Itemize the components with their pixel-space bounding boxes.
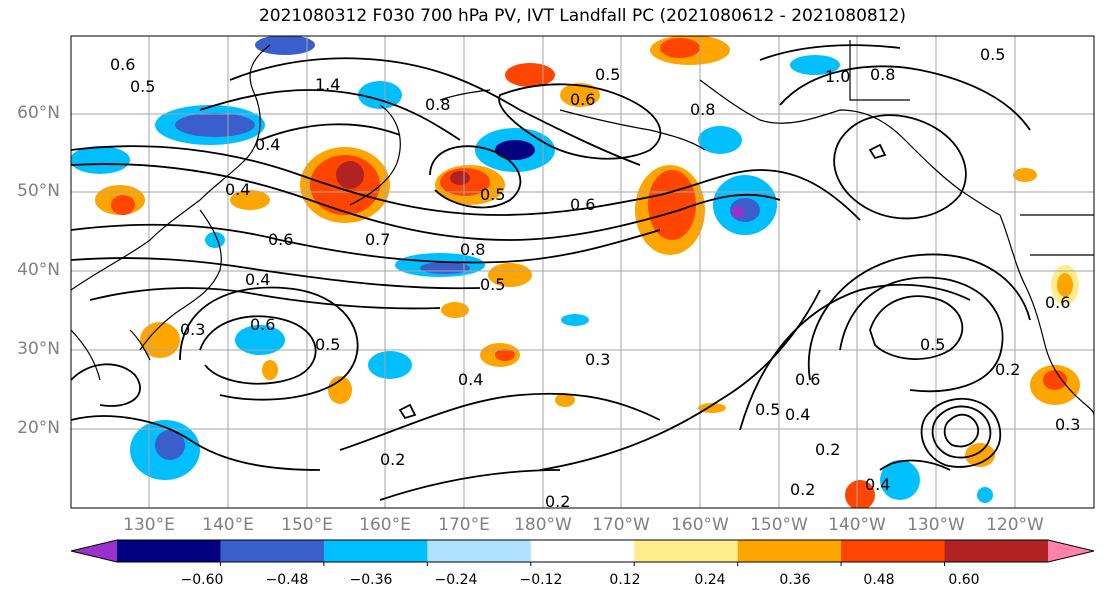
contour-label: 1.4	[315, 75, 340, 94]
lon-label: 180°W	[514, 515, 572, 535]
contour-label: 0.6	[795, 370, 820, 389]
contour-label: 0.4	[785, 405, 810, 424]
colorbar-tick-label: −0.24	[434, 572, 478, 588]
contour-label: 0.8	[690, 100, 715, 119]
lat-label: 20°N	[17, 418, 60, 438]
colorbar-swatch	[427, 540, 532, 562]
contour-label: 0.5	[595, 65, 620, 84]
colorbar-swatch	[530, 540, 635, 562]
colorbar	[70, 539, 1095, 566]
contour-label: 0.5	[920, 335, 945, 354]
colorbar-tick-label: −0.12	[519, 572, 563, 588]
contour-label: 1.0	[825, 67, 850, 86]
contour-label: 0.5	[480, 275, 505, 294]
lat-label: 50°N	[17, 181, 60, 201]
lat-label: 30°N	[17, 339, 60, 359]
colorbar-tick-label: −0.48	[265, 572, 309, 588]
contour-label: 0.2	[790, 480, 815, 499]
contour-label: 0.8	[460, 240, 485, 259]
lon-label: 120°W	[986, 515, 1044, 535]
lon-label: 160°W	[671, 515, 729, 535]
contour-label: 0.6	[570, 90, 595, 109]
contour-label: 0.4	[245, 270, 270, 289]
colorbar-swatch	[841, 540, 946, 562]
contour-label: 0.5	[130, 77, 155, 96]
contour-label: 0.3	[180, 320, 205, 339]
colorbar-outline	[70, 539, 1095, 563]
colorbar-tick-label: −0.60	[180, 572, 224, 588]
map-title: 2021080312 F030 700 hPa PV, IVT Landfall…	[258, 6, 906, 26]
contour-label: 0.2	[815, 440, 840, 459]
contour-label: 0.6	[570, 195, 595, 214]
colorbar-swatch	[323, 540, 428, 562]
colorbar-tick-label: −0.36	[349, 572, 393, 588]
colorbar-tick-label: 0.36	[779, 572, 811, 588]
graticule	[71, 36, 1094, 508]
colorbar-tick-label: 0.48	[863, 572, 895, 588]
contour-label: 0.7	[365, 230, 390, 249]
contour-label: 0.6	[268, 230, 293, 249]
lon-label: 140°W	[828, 515, 886, 535]
colorbar-tick-label: 0.12	[609, 572, 641, 588]
lon-label: 170°W	[592, 515, 650, 535]
colorbar-swatch	[117, 540, 221, 562]
lon-label: 130°W	[907, 515, 965, 535]
contour-label: 0.6	[110, 55, 135, 74]
colorbar-tick-label: 0.24	[694, 572, 726, 588]
contour-label: 0.2	[380, 450, 405, 469]
contour-label: 0.3	[585, 350, 610, 369]
map-border	[70, 35, 1095, 509]
lon-label: 150°E	[281, 515, 333, 535]
contour-label: 0.2	[545, 492, 570, 511]
contour-lines	[71, 44, 1031, 501]
lon-label: 170°E	[438, 515, 490, 535]
contour-label: 0.5	[480, 185, 505, 204]
colorbar-swatch	[737, 540, 842, 562]
contour-label: 0.6	[250, 315, 275, 334]
colorbar-extend-low	[71, 540, 117, 562]
lon-label: 140°E	[202, 515, 254, 535]
lon-label: 150°W	[750, 515, 808, 535]
contour-label: 0.2	[995, 360, 1020, 379]
contour-label-group: 0.6 0.5 1.4 0.8 0.5 1.0 0.8 0.5 0.5 0.4 …	[110, 45, 1080, 511]
colorbar-swatch	[634, 540, 739, 562]
colorbar-swatch	[220, 540, 325, 562]
contour-label: 0.4	[255, 135, 280, 154]
lat-label: 60°N	[17, 103, 60, 123]
contour-label: 0.4	[865, 475, 890, 494]
contour-label: 0.6	[1045, 293, 1070, 312]
contour-label: 0.5	[315, 335, 340, 354]
lat-label: 40°N	[17, 260, 60, 280]
contour-label: 0.4	[225, 180, 250, 199]
contour-label: 0.4	[458, 370, 483, 389]
colorbar-swatch	[944, 540, 1049, 562]
colorbar-tick-label: 0.60	[948, 572, 980, 588]
contour-label: 0.8	[425, 95, 450, 114]
contour-label: 0.5	[755, 400, 780, 419]
lon-label: 160°E	[359, 515, 411, 535]
lon-label: 130°E	[123, 515, 175, 535]
contour-label: 0.8	[870, 65, 895, 84]
contour-label: 0.5	[980, 45, 1005, 64]
colorbar-extend-high	[1048, 540, 1094, 562]
contour-label: 0.3	[1055, 415, 1080, 434]
